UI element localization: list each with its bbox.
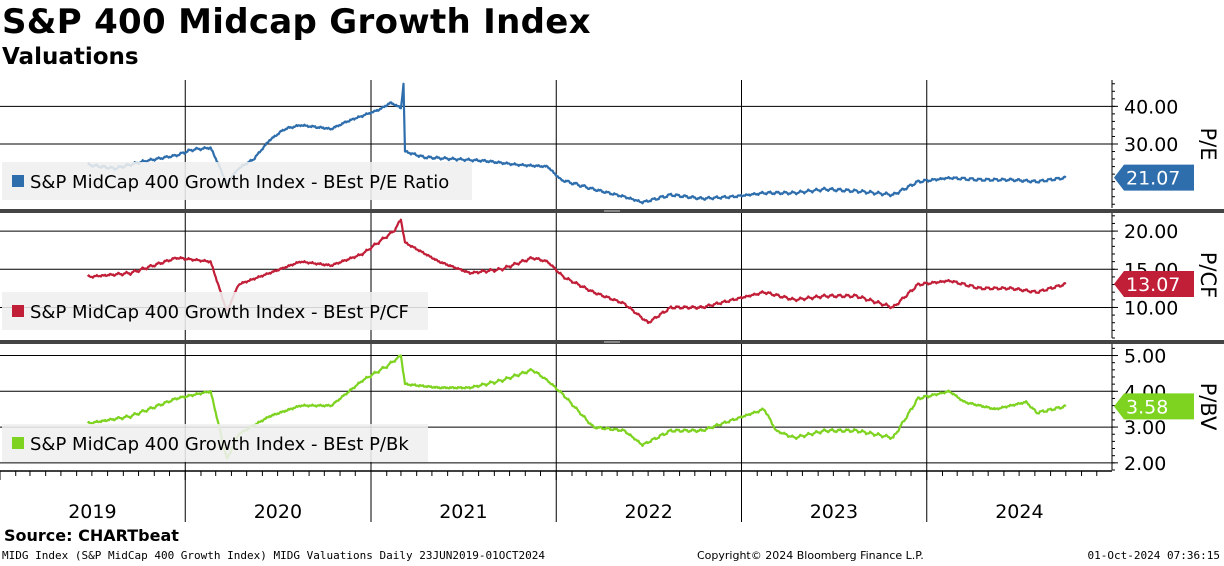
last-value-label: 3.58 (1126, 396, 1168, 418)
tick-label: 2.00 (1124, 453, 1166, 475)
tick-label: 10.00 (1124, 297, 1178, 319)
year-label: 2019 (68, 501, 116, 523)
source-label: Source: CHARTbeat (4, 526, 179, 545)
tick-label: 3.00 (1124, 417, 1166, 439)
axis-title: P/CF (1196, 252, 1220, 298)
tick-label: 40.00 (1124, 96, 1178, 118)
chart-subtitle: Valuations (2, 44, 139, 70)
footer-copyright: Copyright© 2024 Bloomberg Finance L.P. (697, 549, 924, 562)
panel-p-e: 30.00 40.00 S&P MidCap 400 Growth Index - … (0, 80, 1220, 208)
tick-label: 5.00 (1124, 346, 1166, 368)
last-value-badge (1114, 164, 1194, 191)
footer-timestamp: 01-Oct-2024 07:36:15 (1087, 549, 1220, 562)
legend-swatch (12, 305, 24, 317)
footer-description: MIDG Index (S&P MidCap 400 Growth Index)… (2, 549, 546, 562)
legend-swatch (12, 175, 24, 187)
last-value-badge (1114, 271, 1194, 298)
year-label: 2023 (810, 501, 858, 523)
series-line (86, 218, 1067, 325)
last-value-badge (1114, 393, 1194, 420)
legend-box (2, 162, 472, 200)
legend-box (2, 424, 428, 462)
axis-title: P/E (1196, 127, 1220, 160)
year-label: 2020 (254, 501, 302, 523)
legend-box (2, 292, 428, 330)
axis-title: P/BV (1196, 383, 1220, 431)
panel-p-bv: 2.003.004.005.00S&P MidCap 400 Growth In… (0, 343, 1220, 475)
chart-title: S&P 400 Midcap Growth Index (2, 2, 591, 42)
tick-label: 30.00 (1124, 134, 1178, 156)
legend-swatch (12, 437, 24, 449)
last-value-label: 13.07 (1126, 274, 1180, 296)
legend-label: S&P MidCap 400 Growth Index - BEst P/E R… (30, 172, 449, 193)
last-value-label: 21.07 (1126, 168, 1180, 190)
tick-label: 20.00 (1124, 221, 1178, 243)
legend-label: S&P MidCap 400 Growth Index - BEst P/CF (30, 302, 409, 323)
year-label: 2024 (995, 501, 1043, 523)
year-label: 2022 (624, 501, 672, 523)
year-label: 2021 (439, 501, 487, 523)
series-line (87, 82, 1067, 205)
legend-label: S&P MidCap 400 Growth Index - BEst P/Bk (30, 434, 409, 455)
